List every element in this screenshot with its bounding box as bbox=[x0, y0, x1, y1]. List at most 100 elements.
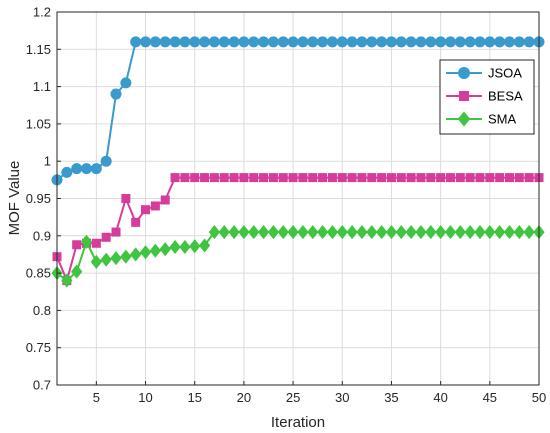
series-jsoa-marker bbox=[395, 36, 407, 48]
series-jsoa-marker bbox=[248, 36, 260, 48]
x-tick-label: 35 bbox=[384, 390, 398, 405]
series-jsoa-marker bbox=[277, 36, 289, 48]
series-jsoa-marker bbox=[317, 36, 329, 48]
series-jsoa-marker bbox=[503, 36, 515, 48]
series-sma-marker bbox=[228, 225, 240, 240]
y-axis-label: MOF Value bbox=[6, 161, 23, 236]
series-sma-marker bbox=[434, 225, 447, 240]
y-tick-label: 0.9 bbox=[33, 228, 51, 243]
series-sma-marker bbox=[267, 225, 280, 240]
series-sma-marker bbox=[257, 225, 270, 240]
series-besa-marker bbox=[504, 173, 514, 183]
series-sma-marker bbox=[454, 225, 466, 240]
legend-label-besa: BESA bbox=[488, 89, 523, 104]
series-jsoa-marker bbox=[385, 36, 397, 48]
x-tick-label: 5 bbox=[93, 390, 100, 405]
y-tick-label: 0.7 bbox=[33, 378, 51, 393]
series-jsoa-marker bbox=[140, 36, 152, 48]
series-jsoa-marker bbox=[513, 36, 525, 48]
x-tick-label: 25 bbox=[286, 390, 300, 405]
series-besa-marker bbox=[200, 173, 210, 183]
x-tick-label: 50 bbox=[532, 390, 546, 405]
series-jsoa-marker bbox=[484, 36, 496, 48]
x-tick-label: 20 bbox=[237, 390, 251, 405]
y-tick-label: 0.75 bbox=[26, 340, 51, 355]
series-jsoa bbox=[51, 36, 545, 186]
series-sma-marker bbox=[375, 225, 388, 240]
series-besa-marker bbox=[131, 217, 141, 227]
series-besa-marker bbox=[278, 173, 288, 183]
series-sma-marker bbox=[130, 247, 142, 262]
series-sma-marker bbox=[405, 225, 417, 240]
series-sma-marker bbox=[208, 225, 221, 240]
series-besa-marker bbox=[219, 173, 229, 183]
series-besa-marker bbox=[249, 173, 259, 183]
series-sma-marker bbox=[287, 225, 299, 240]
series-sma-marker bbox=[149, 243, 162, 258]
series-besa-marker bbox=[337, 173, 347, 183]
series-sma-marker bbox=[336, 225, 348, 240]
series-besa-marker bbox=[465, 173, 475, 183]
x-axis-ticks: 5 10 15 20 25 30 35 40 45 50 bbox=[93, 381, 546, 405]
series-besa-marker bbox=[229, 173, 239, 183]
series-jsoa-marker bbox=[238, 36, 250, 48]
series-besa-marker bbox=[180, 173, 190, 183]
series-besa-marker bbox=[190, 173, 200, 183]
series-besa-marker bbox=[101, 232, 111, 242]
series-jsoa-marker bbox=[258, 36, 270, 48]
series-jsoa-marker bbox=[464, 36, 476, 48]
series-jsoa-marker bbox=[523, 36, 535, 48]
series-besa-marker bbox=[455, 173, 465, 183]
series-sma-marker bbox=[198, 238, 211, 253]
legend-item-jsoa: JSOA bbox=[446, 66, 522, 81]
series-jsoa-marker bbox=[326, 36, 338, 48]
series-besa-marker bbox=[416, 173, 426, 183]
series-sma-marker bbox=[179, 239, 191, 255]
series-jsoa-marker bbox=[169, 36, 181, 48]
series-jsoa-marker bbox=[199, 36, 211, 48]
series-sma-marker bbox=[346, 225, 358, 240]
series-sma-marker bbox=[415, 225, 427, 240]
series-sma-marker bbox=[444, 225, 457, 240]
series-besa-marker bbox=[121, 194, 131, 203]
series-sma bbox=[51, 225, 545, 288]
series-besa-marker bbox=[160, 195, 170, 205]
series-sma-marker bbox=[248, 225, 260, 240]
x-tick-label: 45 bbox=[483, 390, 497, 405]
series-sma-marker bbox=[110, 251, 122, 266]
series-sma-marker bbox=[189, 239, 201, 254]
series-besa-marker bbox=[141, 205, 151, 215]
series-besa-marker bbox=[111, 227, 121, 237]
series-besa-marker bbox=[396, 173, 406, 183]
series-besa-marker bbox=[357, 173, 367, 183]
series-sma-marker bbox=[159, 242, 171, 257]
series-jsoa-marker bbox=[494, 36, 506, 48]
y-tick-label: 0.85 bbox=[26, 266, 51, 281]
x-tick-label: 30 bbox=[335, 390, 349, 405]
series-jsoa-marker bbox=[336, 36, 348, 48]
series-jsoa-marker bbox=[474, 36, 486, 48]
series-sma-marker bbox=[277, 225, 289, 240]
y-tick-label: 1.05 bbox=[26, 116, 51, 131]
series-jsoa-marker bbox=[307, 36, 319, 48]
series-sma-marker bbox=[356, 225, 368, 240]
series-besa-marker bbox=[436, 173, 446, 183]
series-sma-marker bbox=[100, 252, 112, 267]
series-sma-marker bbox=[464, 225, 476, 240]
series-jsoa-marker bbox=[218, 36, 230, 48]
series-besa-marker bbox=[91, 238, 101, 248]
series-jsoa-marker bbox=[297, 36, 309, 48]
legend-item-sma: SMA bbox=[446, 111, 517, 127]
series-sma-marker bbox=[425, 225, 437, 240]
y-tick-label: 1.1 bbox=[33, 79, 51, 94]
series-jsoa-marker bbox=[228, 36, 240, 48]
series-jsoa-marker bbox=[405, 36, 417, 48]
series-jsoa-marker bbox=[159, 36, 171, 48]
series-jsoa-marker bbox=[149, 36, 161, 48]
series-sma-marker bbox=[169, 239, 181, 255]
series-sma-marker bbox=[307, 225, 319, 240]
series-besa-marker bbox=[367, 173, 377, 183]
series-lines bbox=[51, 36, 545, 288]
legend-label-sma: SMA bbox=[488, 112, 517, 127]
